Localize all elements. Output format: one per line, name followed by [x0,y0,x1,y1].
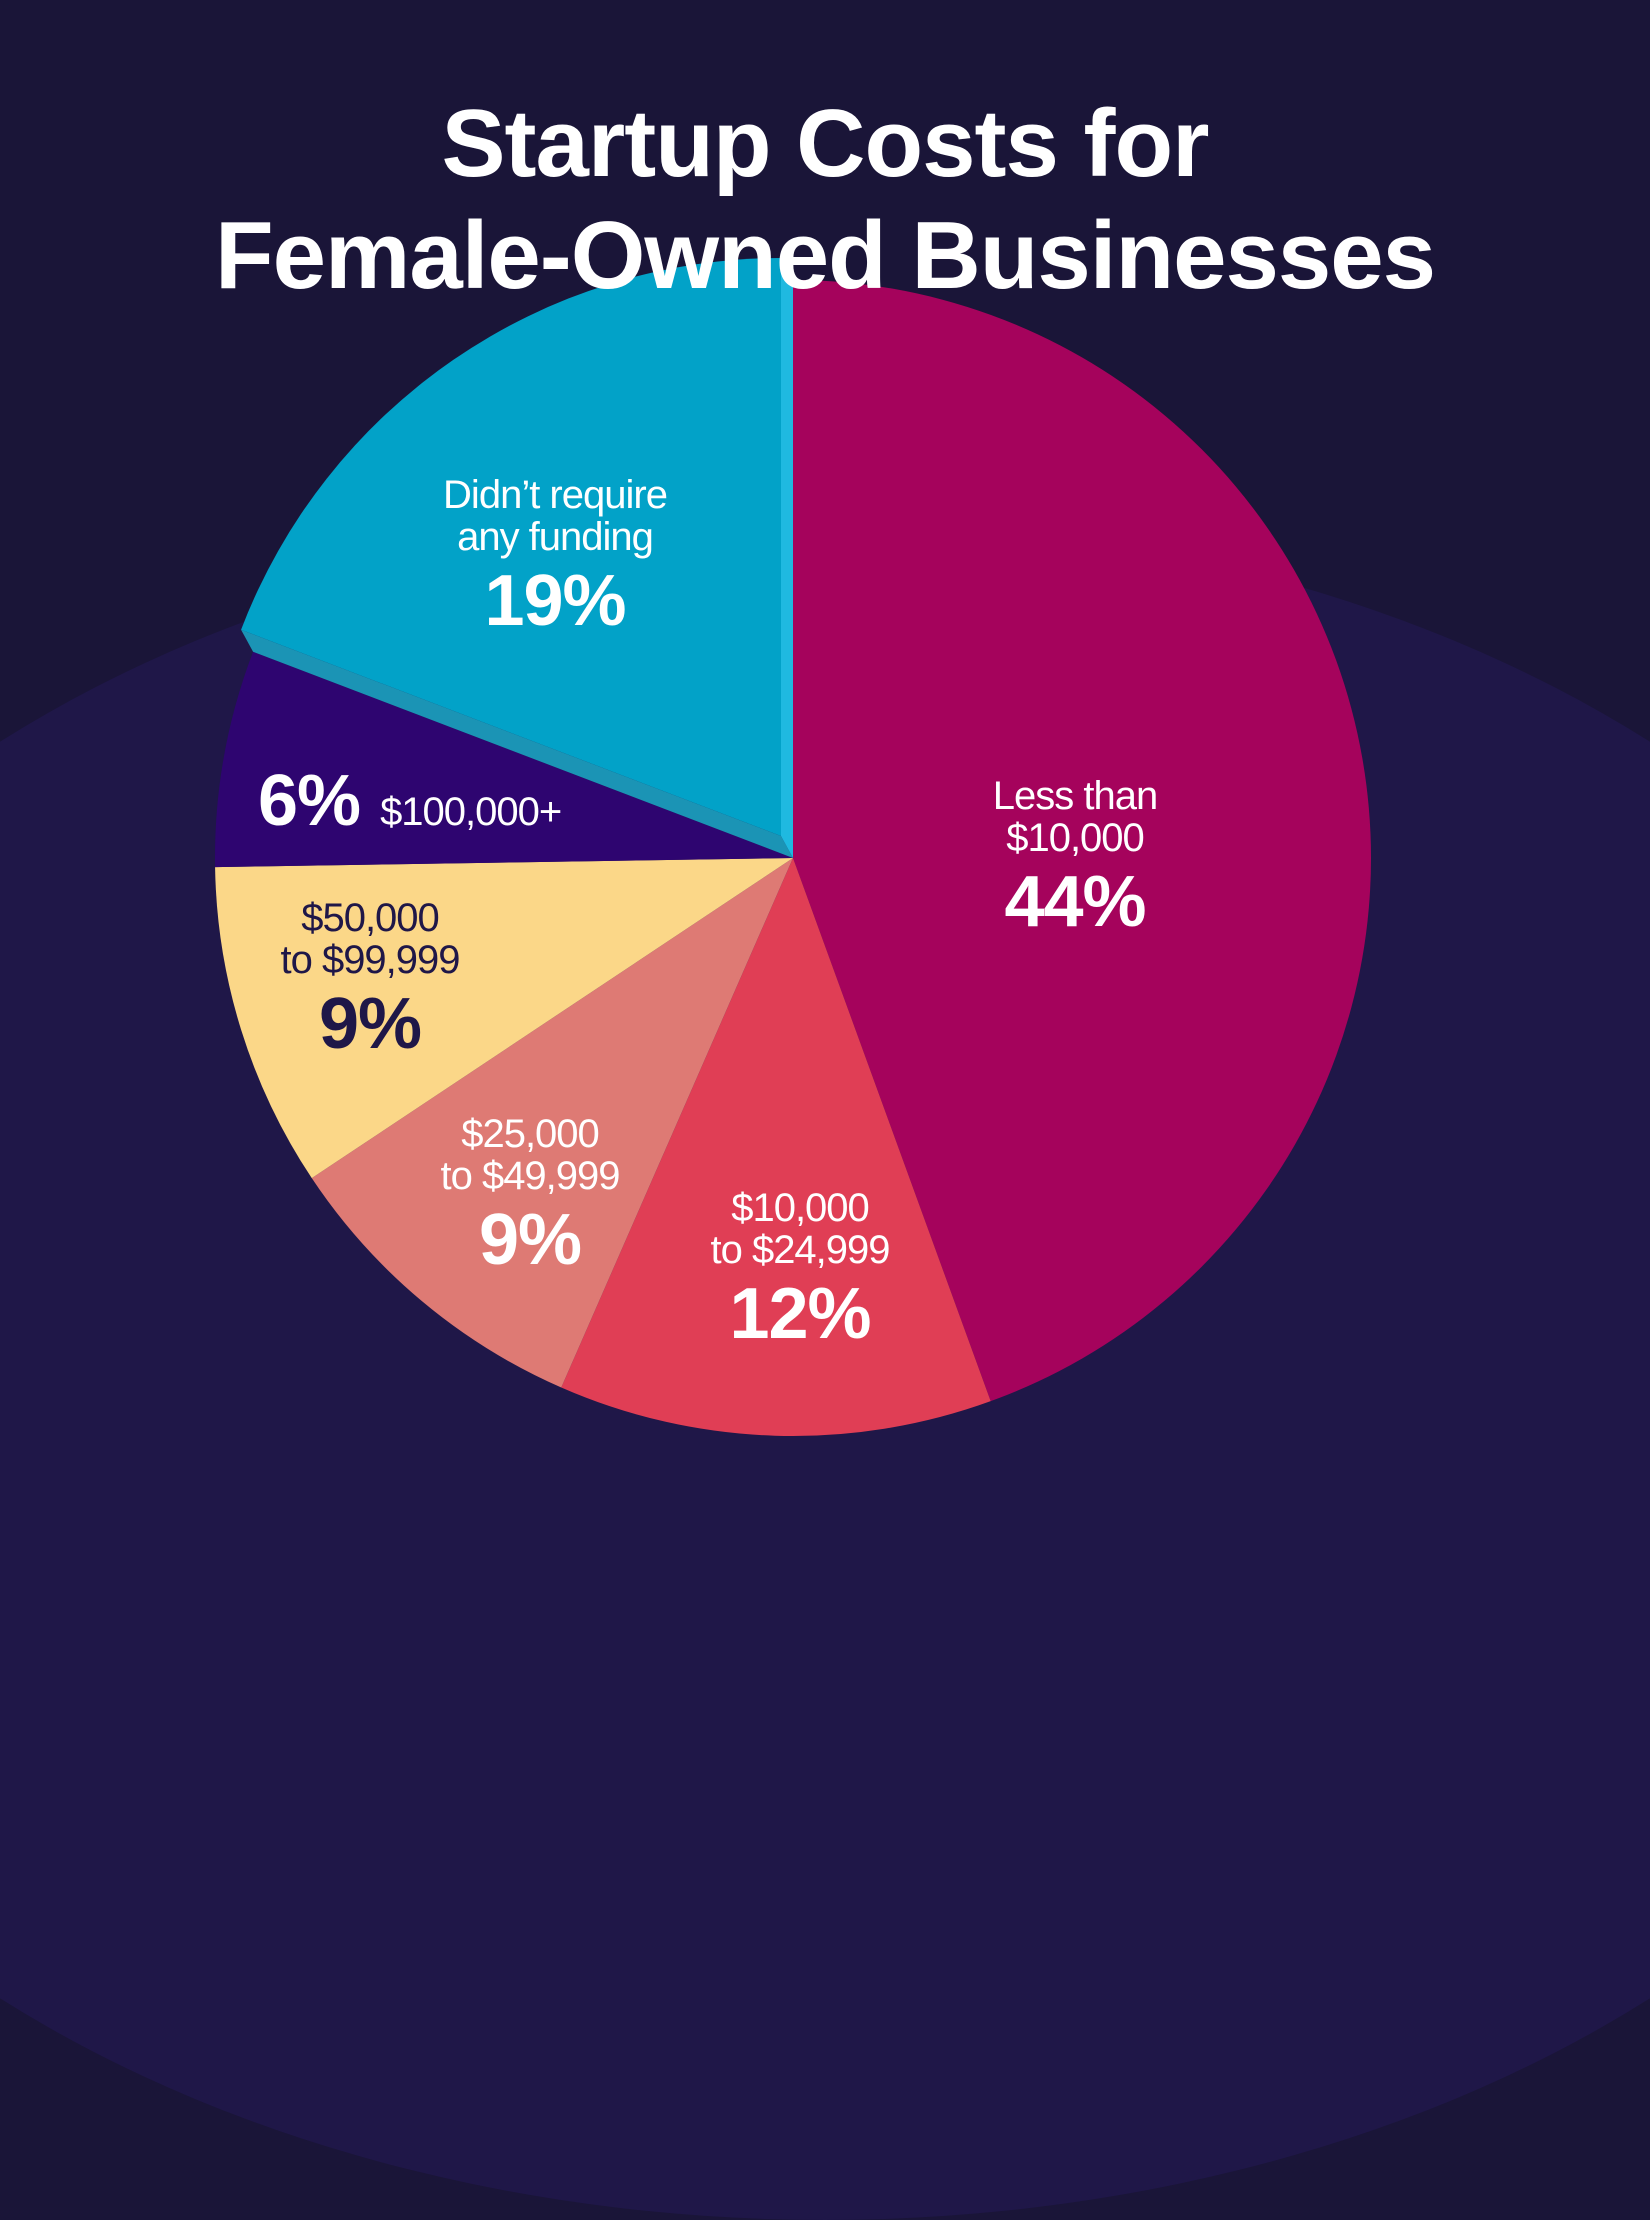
slice-label-100000-plus: 6% $100,000+ [258,761,562,841]
slice-no-funding-edge-right [781,258,793,858]
slice-label-no-funding: Didn’t require any funding 19% [443,473,668,641]
slice-50000-to-99999 [215,858,793,1179]
pie-chart [215,258,1372,1436]
slice-100000-plus [215,651,794,868]
slice-label-25000-to-49999: $25,000 to $49,999 9% [440,1112,620,1280]
slice-no-funding [241,258,782,836]
title-line-2: Female-Owned Businesses [214,202,1436,309]
slice-less-than-10000 [793,280,1372,1402]
slice-10000-to-24999 [561,858,991,1436]
slice-label-less-than-10000: Less than $10,000 44% [992,774,1158,942]
title-line-1: Startup Costs for [441,90,1209,197]
slice-label-50000-to-99999: $50,000 to $99,999 9% [280,896,460,1064]
slice-label-10000-to-24999: $10,000 to $24,999 12% [710,1186,890,1354]
chart-title: Startup Costs for Female-Owned Businesse… [0,88,1650,312]
slice-no-funding-edge [241,629,794,858]
slice-25000-to-49999 [311,858,793,1388]
